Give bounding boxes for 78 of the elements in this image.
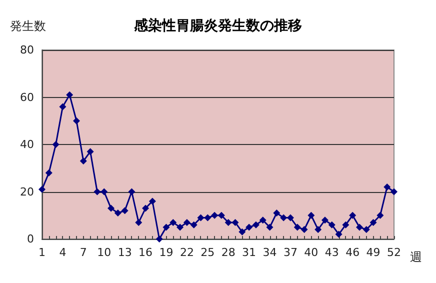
point	[390, 188, 398, 196]
point	[286, 214, 294, 222]
point	[142, 204, 150, 212]
point	[300, 226, 308, 234]
point	[80, 158, 87, 165]
point	[197, 214, 204, 222]
point	[156, 236, 163, 242]
point	[128, 188, 136, 196]
point	[232, 218, 239, 226]
x-tick-label: 19	[159, 246, 174, 259]
x-tick-label: 7	[80, 246, 87, 259]
point	[183, 218, 190, 226]
point	[38, 186, 46, 193]
point	[218, 212, 225, 219]
point	[45, 169, 52, 176]
x-tick-label: 37	[283, 246, 298, 259]
point	[376, 212, 384, 219]
point	[162, 224, 170, 231]
x-tick-label: 34	[262, 246, 277, 259]
x-tick-label: 40	[304, 246, 318, 259]
point	[370, 218, 377, 226]
x-tick-label: 1	[38, 246, 46, 259]
y-tick-label: 0	[27, 232, 34, 246]
point	[135, 218, 142, 226]
point	[59, 103, 66, 110]
point	[342, 221, 350, 228]
point	[252, 221, 260, 228]
point	[73, 117, 80, 124]
x-tick-label: 31	[242, 246, 256, 259]
x-tick-label: 16	[138, 246, 153, 259]
point	[148, 198, 156, 205]
x-tick-label: 49	[366, 246, 380, 259]
y-tick-label: 40	[20, 138, 34, 151]
point	[273, 210, 280, 217]
point	[384, 184, 391, 191]
point	[294, 224, 301, 231]
point	[100, 188, 108, 196]
x-tick-label: 43	[324, 246, 339, 259]
x-tick-label: 10	[97, 246, 112, 259]
point	[356, 224, 363, 231]
y-tick-label: 80	[20, 44, 34, 56]
x-tick-label: 28	[221, 246, 236, 259]
x-tick-label: 4	[59, 246, 66, 259]
point	[308, 212, 315, 219]
point	[211, 212, 218, 219]
point	[190, 221, 198, 228]
x-tick-label: 46	[346, 246, 360, 259]
y-tick-label: 60	[20, 90, 34, 104]
point	[94, 188, 101, 196]
x-tick-label: 25	[200, 246, 215, 259]
point	[328, 221, 336, 228]
point	[266, 224, 274, 231]
point	[52, 141, 60, 148]
point	[238, 228, 246, 236]
y-axis-title: 発生数	[10, 19, 46, 33]
point	[335, 230, 342, 238]
point	[170, 218, 177, 226]
point	[176, 224, 184, 231]
point	[204, 214, 212, 222]
point	[66, 91, 74, 98]
chart-title: 感染性胃腸炎発生数の推移	[133, 17, 302, 34]
point	[259, 216, 266, 224]
point	[280, 214, 288, 222]
x-tick-label: 22	[180, 246, 194, 259]
y-tick-label: 20	[20, 185, 34, 198]
point	[362, 226, 370, 234]
x-tick-label: 13	[118, 246, 132, 259]
point	[108, 204, 115, 212]
point	[314, 226, 322, 234]
x-tick-label: 52	[387, 246, 401, 259]
point	[321, 216, 328, 224]
x-axis-title: 週	[410, 250, 422, 264]
point	[121, 207, 128, 214]
point	[114, 210, 122, 217]
point	[349, 212, 356, 219]
point	[224, 218, 232, 226]
point	[246, 224, 253, 231]
point	[86, 148, 94, 156]
